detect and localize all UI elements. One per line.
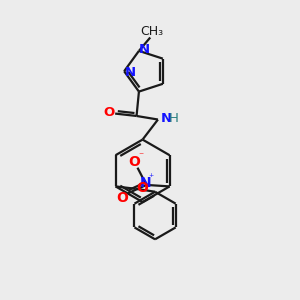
Text: N: N <box>140 176 151 190</box>
Text: O: O <box>117 191 129 205</box>
Text: ⁺: ⁺ <box>148 173 154 183</box>
Text: H: H <box>169 112 179 125</box>
Text: O: O <box>128 155 140 169</box>
Text: N: N <box>124 66 136 79</box>
Text: N: N <box>139 43 150 56</box>
Text: ⁻: ⁻ <box>139 152 144 161</box>
Text: O: O <box>103 106 114 119</box>
Text: CH₃: CH₃ <box>140 25 163 38</box>
Text: N: N <box>161 112 172 125</box>
Text: O: O <box>136 181 148 195</box>
